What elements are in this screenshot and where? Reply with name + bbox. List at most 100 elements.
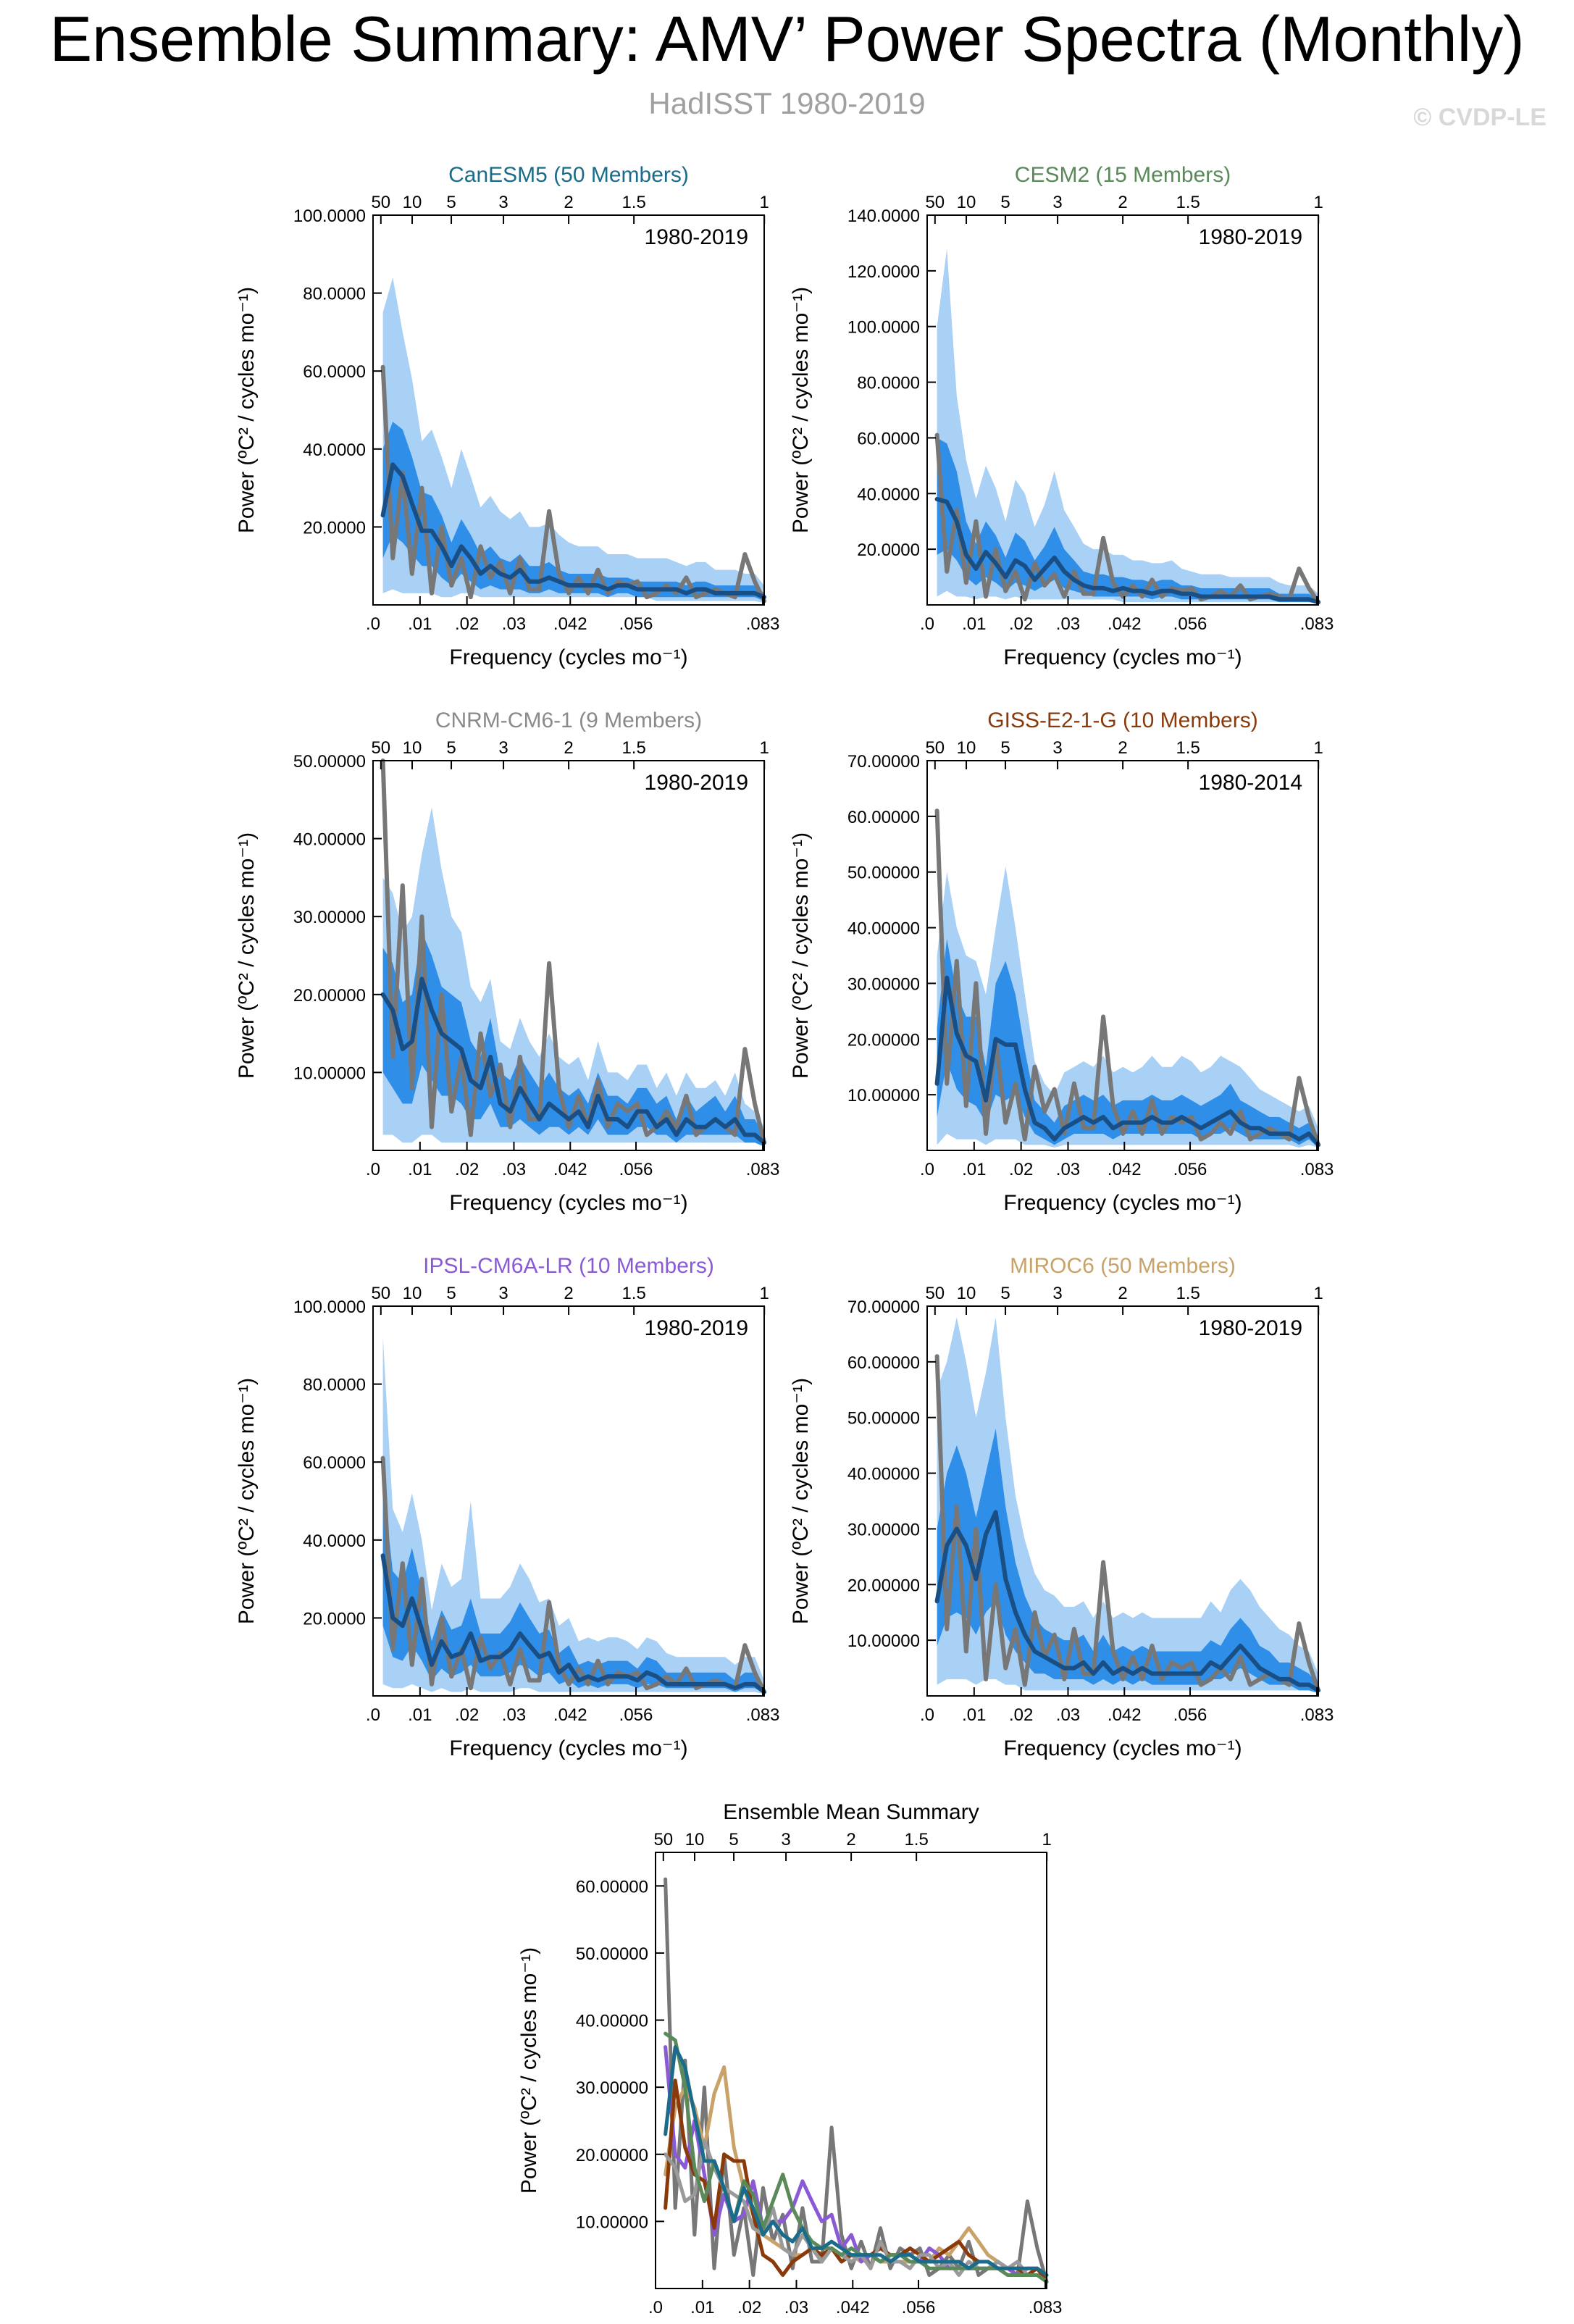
x-axis-label: Frequency (cycles mo⁻¹) (1003, 1191, 1242, 1215)
top-tick-label: 1.5 (1176, 193, 1200, 212)
x-tick-label: .042 (553, 614, 587, 634)
y-tick-label: 60.0000 (303, 362, 366, 382)
period-label: 1980-2014 (1199, 771, 1302, 795)
top-tick-label: 10 (957, 1284, 976, 1303)
y-tick-label: 30.00000 (576, 2078, 648, 2098)
x-tick-label: .042 (553, 1160, 587, 1179)
x-tick-label: .083 (1300, 1705, 1334, 1725)
chart-panel-4: .0 .01 .02 .03 .042 .056 .083 50 10 5 3 2 1.5 1 10.000… (789, 709, 1334, 1215)
x-tick-label: .042 (1108, 1705, 1142, 1725)
y-tick-label: 50.00000 (293, 752, 366, 772)
top-tick-label: 3 (498, 1284, 508, 1303)
top-tick-label: 50 (371, 193, 390, 212)
top-tick-label: 50 (653, 1830, 673, 1849)
top-tick-label: 1 (1314, 738, 1323, 758)
y-tick-label: 40.0000 (303, 440, 366, 460)
y-tick-label: 100.0000 (293, 1297, 366, 1317)
top-tick-label: 2 (564, 193, 573, 212)
panel-title: MIROC6 (50 Members) (1010, 1254, 1236, 1278)
x-tick-label: .03 (502, 1160, 526, 1179)
x-axis-label: Frequency (cycles mo⁻¹) (449, 1736, 687, 1760)
panel-title: GISS-E2-1-G (10 Members) (987, 709, 1257, 732)
series-line-canesm5 (663, 2045, 1049, 2277)
ensemble-mean-line (934, 497, 1320, 605)
top-tick-label: 10 (403, 193, 422, 212)
y-tick-label: 20.0000 (303, 1609, 366, 1629)
x-tick-label: .03 (784, 2298, 808, 2317)
top-tick-label: 1 (760, 738, 769, 758)
x-tick-label: .056 (1173, 1705, 1207, 1725)
y-tick-label: 40.00000 (847, 1465, 920, 1484)
y-axis-label: Power (ºC² / cycles mo⁻¹) (517, 1947, 541, 2194)
top-tick-label: 1.5 (1176, 1284, 1200, 1303)
y-tick-label: 20.00000 (847, 1576, 920, 1595)
top-tick-label: 1 (1042, 1830, 1052, 1849)
x-tick-label: .042 (1108, 614, 1142, 634)
top-tick-label: 50 (371, 738, 390, 758)
x-tick-label: .01 (962, 1705, 986, 1725)
chart-panel-6: .0 .01 .02 .03 .042 .056 .083 50 10 5 3 2 1.5 1 10.000… (789, 1254, 1334, 1760)
page-subtitle: HadISST 1980-2019 (648, 86, 926, 120)
y-tick-label: 30.00000 (293, 908, 366, 927)
x-tick-label: .042 (553, 1705, 587, 1725)
x-tick-label: .042 (1108, 1160, 1142, 1179)
top-tick-label: 1 (1314, 1284, 1323, 1303)
period-label: 1980-2019 (1199, 225, 1302, 249)
top-tick-label: 2 (846, 1830, 855, 1849)
y-tick-label: 20.00000 (576, 2146, 648, 2165)
y-tick-label: 50.00000 (847, 1409, 920, 1429)
x-tick-label: .0 (920, 1705, 934, 1725)
top-tick-label: 3 (498, 193, 508, 212)
y-axis-label: Power (ºC² / cycles mo⁻¹) (235, 287, 259, 533)
x-tick-label: .03 (1056, 614, 1080, 634)
top-tick-label: 1 (760, 193, 769, 212)
x-tick-label: .02 (455, 1705, 479, 1725)
x-axis-label: Frequency (cycles mo⁻¹) (1003, 645, 1242, 669)
top-tick-label: 2 (564, 738, 573, 758)
chart-panel-5: .0 .01 .02 .03 .042 .056 .083 50 10 5 3 2 1.5 1 20.000… (235, 1254, 779, 1760)
y-tick-label: 70.00000 (847, 1297, 920, 1317)
top-tick-label: 50 (371, 1284, 390, 1303)
top-tick-label: 3 (1052, 1284, 1062, 1303)
x-tick-label: .042 (836, 2298, 870, 2317)
x-tick-label: .02 (455, 1160, 479, 1179)
top-tick-label: 50 (925, 738, 945, 758)
y-tick-label: 80.0000 (857, 374, 920, 393)
series-line-hadisst (663, 1877, 1049, 2284)
top-tick-label: 5 (1000, 1284, 1010, 1303)
x-tick-label: .0 (920, 614, 934, 634)
panel-title: IPSL-CM6A-LR (10 Members) (423, 1254, 714, 1278)
x-axis-label: Frequency (cycles mo⁻¹) (1003, 1736, 1242, 1760)
top-tick-label: 1.5 (621, 193, 645, 212)
y-tick-label: 20.00000 (293, 986, 366, 1006)
period-label: 1980-2019 (645, 225, 748, 249)
band-30-70 (937, 438, 1318, 604)
y-tick-label: 40.00000 (576, 2012, 648, 2031)
top-tick-label: 50 (925, 193, 945, 212)
y-tick-label: 60.0000 (303, 1453, 366, 1473)
x-tick-label: .0 (366, 614, 380, 634)
panel-title: CNRM-CM6-1 (9 Members) (435, 709, 702, 732)
x-tick-label: .03 (1056, 1160, 1080, 1179)
y-tick-label: 40.00000 (847, 919, 920, 939)
top-tick-label: 5 (446, 193, 456, 212)
chart-panel-7: .0 .01 .02 .03 .042 .056 .083 50 10 5 3 2 1.5 1 10.000… (517, 1800, 1063, 2317)
x-axis-label: Frequency (cycles mo⁻¹) (449, 645, 687, 669)
period-label: 1980-2019 (645, 771, 748, 795)
x-tick-label: .01 (690, 2298, 714, 2317)
x-tick-label: .083 (1300, 614, 1334, 634)
top-tick-label: 1.5 (1176, 738, 1200, 758)
y-tick-label: 80.0000 (303, 285, 366, 304)
top-tick-label: 1.5 (621, 1284, 645, 1303)
top-tick-label: 1.5 (904, 1830, 928, 1849)
x-tick-label: .0 (648, 2298, 663, 2317)
x-tick-label: .056 (619, 1705, 653, 1725)
x-tick-label: .056 (619, 1160, 653, 1179)
top-tick-label: 10 (403, 1284, 422, 1303)
chart-panel-3: .0 .01 .02 .03 .042 .056 .083 50 10 5 3 2 1.5 1 10.000… (235, 709, 779, 1215)
x-tick-label: .01 (962, 614, 986, 634)
x-tick-label: .083 (1029, 2298, 1063, 2317)
x-tick-label: .056 (619, 614, 653, 634)
chart-panel-1: .0 .01 .02 .03 .042 .056 .083 50 10 5 3 2 1.5 1 20.000… (235, 163, 779, 669)
